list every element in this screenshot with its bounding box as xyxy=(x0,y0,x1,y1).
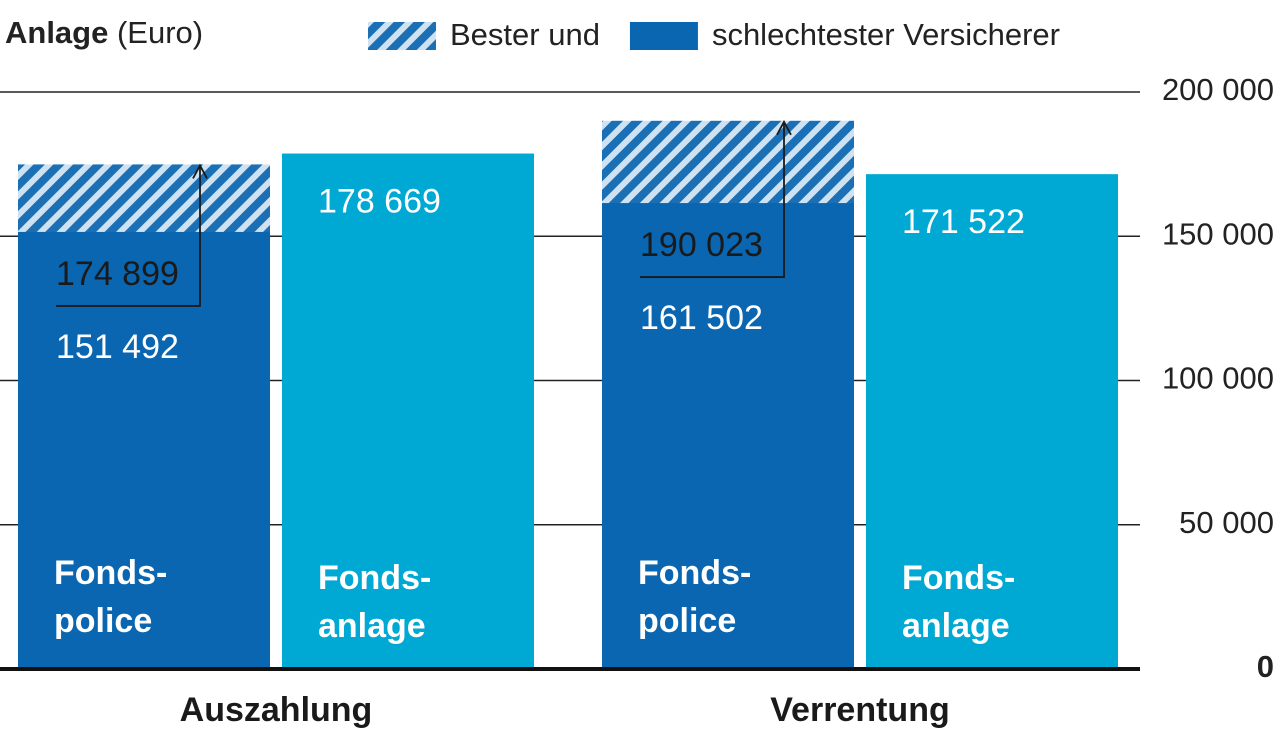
y-tick-label: 50 000 xyxy=(1179,505,1274,540)
bar xyxy=(866,174,1118,669)
bar-label: police xyxy=(54,602,152,640)
bar-label: anlage xyxy=(902,607,1010,645)
value-label: 171 522 xyxy=(902,203,1025,241)
bar-worst xyxy=(602,203,854,670)
value-label: 190 023 xyxy=(640,226,763,264)
bar-label: Fonds- xyxy=(318,559,431,597)
title-unit: (Euro) xyxy=(117,15,203,50)
value-label: 178 669 xyxy=(318,183,441,221)
legend-swatch xyxy=(629,22,698,50)
bar-label: Fonds- xyxy=(54,554,167,592)
value-label: 151 492 xyxy=(56,328,179,366)
bar-label: Fonds- xyxy=(638,554,751,592)
x-tick-label: Auszahlung xyxy=(180,691,373,729)
value-label: 174 899 xyxy=(56,255,179,293)
y-tick-label: 150 000 xyxy=(1162,216,1274,251)
value-label: 161 502 xyxy=(640,299,763,337)
bar-worst xyxy=(18,231,270,669)
y-tick-label: 0 xyxy=(1257,649,1274,684)
y-tick-label: 200 000 xyxy=(1162,72,1274,107)
y-tick-label: 100 000 xyxy=(1162,361,1274,396)
legend-label: schlechtester Versicherer xyxy=(712,17,1060,52)
arrow-head xyxy=(192,163,208,179)
bar-label: anlage xyxy=(318,607,426,645)
arrow-head xyxy=(776,119,792,136)
bar-label: Fonds- xyxy=(902,559,1015,597)
legend-label: Bester und xyxy=(450,17,600,52)
bar xyxy=(282,153,534,670)
annotation-arrow xyxy=(56,166,201,307)
legend-swatch xyxy=(368,22,436,50)
chart-title: Anlage (Euro) xyxy=(5,15,203,50)
annotation-arrow xyxy=(640,122,785,278)
title-main: Anlage xyxy=(5,15,108,50)
bar-label: police xyxy=(638,602,736,640)
x-tick-label: Verrentung xyxy=(770,691,949,729)
